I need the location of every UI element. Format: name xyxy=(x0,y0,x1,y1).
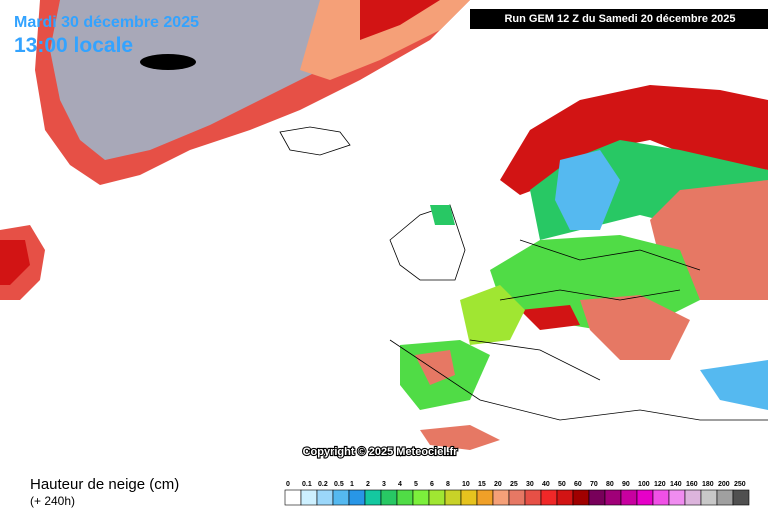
legend-swatch xyxy=(652,489,670,506)
scotland xyxy=(430,205,455,225)
legend-label: 50 xyxy=(558,481,566,488)
atlas xyxy=(420,425,500,450)
legend-swatch xyxy=(604,489,622,506)
legend-swatch xyxy=(380,489,398,506)
legend-swatch xyxy=(476,489,494,506)
legend-title: Hauteur de neige (cm) xyxy=(30,476,179,493)
legend-label: 90 xyxy=(622,481,630,488)
sweden-south xyxy=(555,150,620,230)
legend-swatch xyxy=(668,489,686,506)
legend-label: 4 xyxy=(398,481,402,488)
legend-swatch xyxy=(444,489,462,506)
legend-swatch xyxy=(524,489,542,506)
legend-subtitle: (+ 240h) xyxy=(30,494,75,508)
legend-swatch xyxy=(700,489,718,506)
legend-swatch xyxy=(556,489,574,506)
legend-label: 120 xyxy=(654,481,666,488)
legend-label: 40 xyxy=(542,481,550,488)
legend-label: 0.5 xyxy=(334,481,344,488)
labrador-high xyxy=(0,240,30,285)
legend-label: 0 xyxy=(286,481,290,488)
legend-label: 5 xyxy=(414,481,418,488)
coastline xyxy=(389,339,768,421)
legend-label: 3 xyxy=(382,481,386,488)
legend-swatch xyxy=(300,489,318,506)
balkans xyxy=(580,295,690,360)
legend-label: 30 xyxy=(526,481,534,488)
lake xyxy=(140,54,196,70)
legend-scale: 0 0.1 0.2 0.5 1 2 3 4 5 6 8 10 15 20 25 30 40 50 60 70 80 90 1… xyxy=(284,481,750,506)
legend-label: 6 xyxy=(430,481,434,488)
france xyxy=(460,285,525,345)
legend-swatch xyxy=(364,489,382,506)
legend-swatch xyxy=(284,489,302,506)
legend-swatch xyxy=(316,489,334,506)
legend-swatch xyxy=(460,489,478,506)
legend-label: 250 xyxy=(734,481,746,488)
run-box xyxy=(470,9,768,29)
legend-label: 0.2 xyxy=(318,481,328,488)
legend-label: 25 xyxy=(510,481,518,488)
legend-label: 20 xyxy=(494,481,502,488)
legend-swatch xyxy=(540,489,558,506)
legend-swatch xyxy=(684,489,702,506)
legend-swatch xyxy=(732,489,750,506)
legend-swatch xyxy=(492,489,510,506)
run-info: Run GEM 12 Z du Samedi 20 décembre 2025 xyxy=(504,13,735,25)
legend-label: 8 xyxy=(446,481,450,488)
legend-swatch xyxy=(508,489,526,506)
time: 13:00 locale xyxy=(14,34,133,57)
legend-swatch xyxy=(572,489,590,506)
legend-label: 140 xyxy=(670,481,682,488)
iceland xyxy=(279,126,351,156)
legend-label: 200 xyxy=(718,481,730,488)
greenland-east xyxy=(300,0,470,80)
legend-label: 100 xyxy=(638,481,650,488)
legend-label: 1 xyxy=(350,481,354,488)
legend-swatch xyxy=(332,489,350,506)
legend-swatch xyxy=(620,489,638,506)
legend-swatch xyxy=(636,489,654,506)
legend-swatch xyxy=(412,489,430,506)
legend-label: 15 xyxy=(478,481,486,488)
legend-label: 160 xyxy=(686,481,698,488)
legend-label: 80 xyxy=(606,481,614,488)
legend-label: 10 xyxy=(462,481,470,488)
turkey xyxy=(700,360,768,410)
date: Mardi 30 décembre 2025 xyxy=(14,14,199,31)
legend-label: 180 xyxy=(702,481,714,488)
legend-label: 2 xyxy=(366,481,370,488)
copyright: Copyright © 2025 Meteociel.fr xyxy=(303,446,459,458)
legend-swatch xyxy=(428,489,446,506)
alps xyxy=(520,305,580,330)
greenland-east-high xyxy=(360,0,440,40)
map xyxy=(0,0,768,450)
legend-label: 70 xyxy=(590,481,598,488)
legend-swatch xyxy=(396,489,414,506)
legend-swatch xyxy=(588,489,606,506)
borders xyxy=(469,239,701,381)
legend-swatch xyxy=(348,489,366,506)
british-isles xyxy=(389,204,466,281)
legend-label: 0.1 xyxy=(302,481,312,488)
legend-label: 60 xyxy=(574,481,582,488)
legend-swatch xyxy=(716,489,734,506)
